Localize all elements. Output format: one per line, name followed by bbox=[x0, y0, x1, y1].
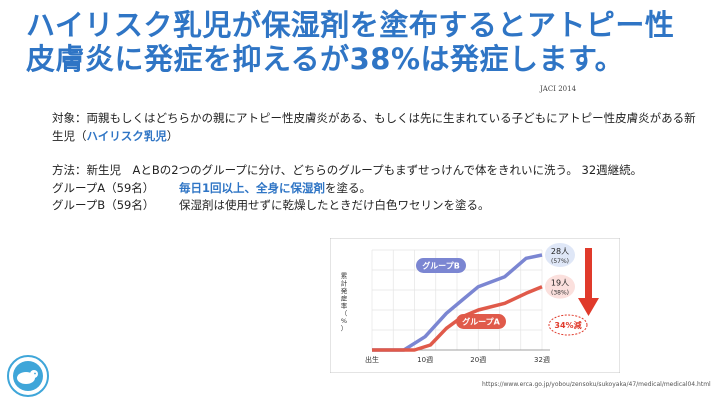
x-tick-label: 32週 bbox=[534, 355, 550, 364]
group-a-label: グループA（59名） bbox=[52, 180, 155, 195]
subject-paragraph: 対象：両親もしくはどちらかの親にアトピー性皮膚炎がある、もしくは先に生まれている… bbox=[52, 110, 702, 145]
svg-text:(57%): (57%) bbox=[551, 258, 569, 265]
x-tick-label: 10週 bbox=[417, 355, 433, 364]
group-a-row: グループA（59名） 毎日1回以上、全身に保湿剤を塗る。 bbox=[52, 180, 702, 198]
svg-text:グループA: グループA bbox=[462, 317, 501, 327]
svg-text:(38%): (38%) bbox=[551, 290, 569, 297]
organization-logo bbox=[6, 354, 50, 398]
series-legend-group-a: グループA bbox=[456, 314, 506, 329]
y-axis-label: 累計発症率（%） bbox=[341, 272, 348, 333]
title-line-2: 皮膚炎に発症を抑えるが38%は発症します。 bbox=[26, 42, 625, 76]
title-line-1: ハイリスク乳児が保湿剤を塗布するとアトピー性 bbox=[26, 8, 675, 42]
group-a-rest: を塗る。 bbox=[325, 180, 372, 195]
x-tick-label: 出生 bbox=[365, 355, 379, 364]
group-a-highlight: 毎日1回以上、全身に保湿剤 bbox=[179, 180, 326, 195]
slide-title: ハイリスク乳児が保湿剤を塗布するとアトピー性 皮膚炎に発症を抑えるが38%は発症… bbox=[26, 8, 696, 76]
series-end-label-group-a: 19人 (38%) bbox=[545, 274, 575, 299]
x-tick-label: 20週 bbox=[470, 355, 486, 364]
series-end-label-group-b: 28人 (57%) bbox=[545, 243, 575, 267]
series-line-group-b bbox=[372, 253, 543, 352]
subject-close: ） bbox=[166, 128, 179, 143]
method-paragraph: 方法：新生児 AとBの2つのグループに分け、どちらのグループもまずせっけんで体を… bbox=[52, 163, 643, 177]
group-b-text: 保湿剤は使用せずに乾燥したときだけ白色ワセリンを塗る。 bbox=[179, 198, 490, 212]
onset-chart-svg: 出生 10週 20週 32週 累計発症率（%） グループB 28人 (57%) グループA 1… bbox=[330, 238, 620, 373]
study-description: 対象：両親もしくはどちらかの親にアトピー性皮膚炎がある、もしくは先に生まれている… bbox=[52, 110, 702, 215]
reduction-arrow: 34%減 bbox=[548, 248, 599, 336]
svg-text:19人: 19人 bbox=[551, 279, 569, 288]
subject-highlight: ハイリスク乳児 bbox=[86, 128, 167, 143]
svg-text:28人: 28人 bbox=[551, 247, 569, 256]
source-url: https://www.erca.go.jp/yobou/zensoku/suk… bbox=[482, 381, 711, 388]
series-legend-group-b: グループB bbox=[416, 258, 466, 273]
subject-text: 対象：両親もしくはどちらかの親にアトピー性皮膚炎がある、もしくは先に生まれている… bbox=[52, 111, 696, 143]
onset-chart: 出生 10週 20週 32週 累計発症率（%） グループB 28人 (57%) グループA 1… bbox=[330, 238, 620, 373]
group-b-row: グループB（59名） 保湿剤は使用せずに乾燥したときだけ白色ワセリンを塗る。 bbox=[52, 197, 702, 215]
svg-text:グループB: グループB bbox=[422, 261, 460, 271]
group-b-label: グループB（59名） bbox=[52, 198, 155, 212]
reduction-label: 34%減 bbox=[554, 320, 581, 330]
journal-citation: JACI 2014 bbox=[540, 85, 577, 93]
